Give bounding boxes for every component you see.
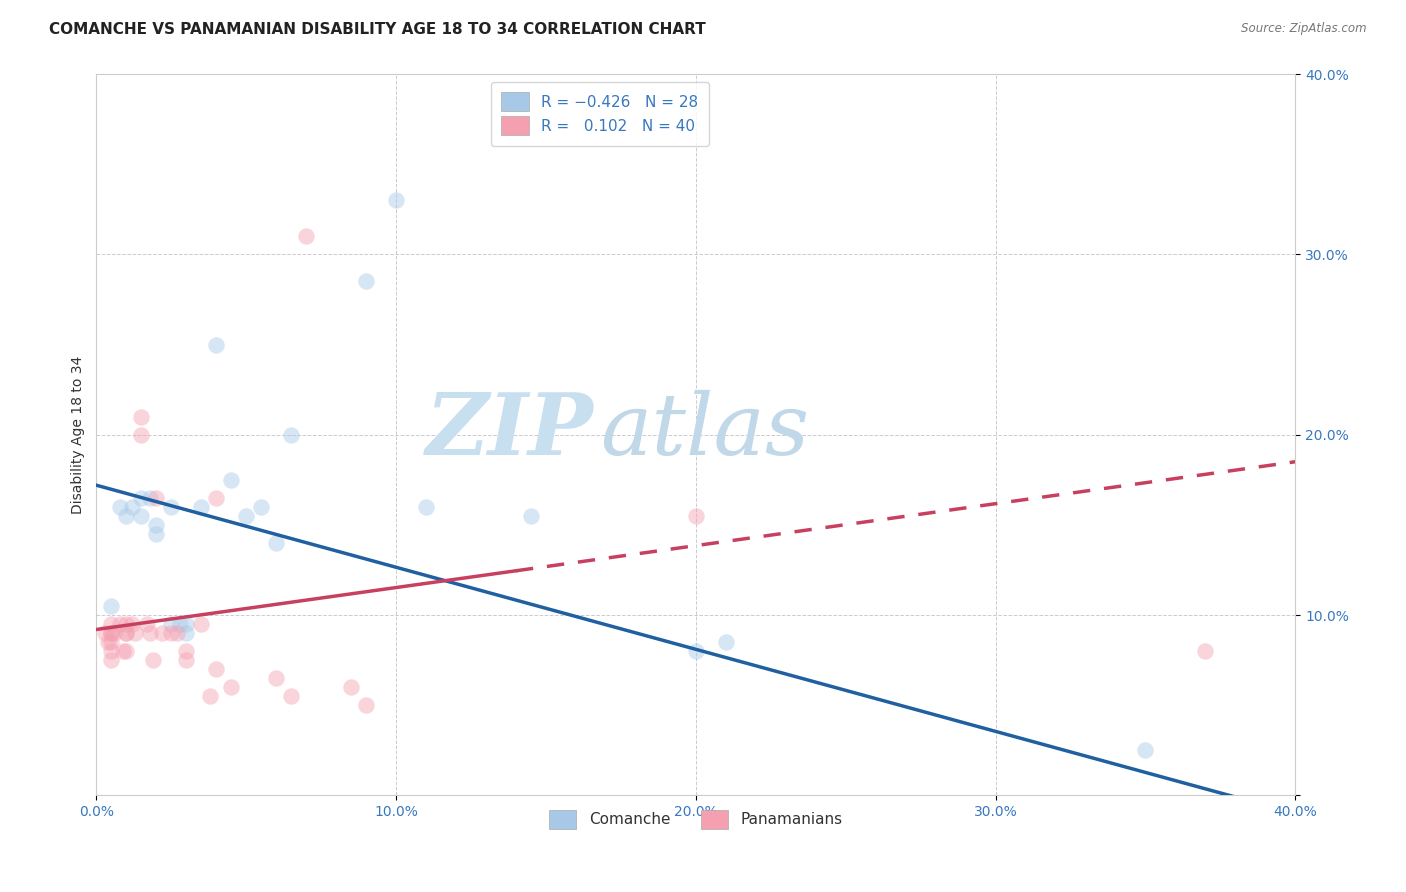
Point <box>685 508 707 523</box>
Point <box>205 662 228 676</box>
Point <box>714 635 737 649</box>
Point <box>142 653 165 667</box>
Text: ZIP: ZIP <box>426 389 593 473</box>
Text: COMANCHE VS PANAMANIAN DISABILITY AGE 18 TO 34 CORRELATION CHART: COMANCHE VS PANAMANIAN DISABILITY AGE 18… <box>49 22 706 37</box>
Point <box>250 500 273 514</box>
Point <box>685 644 707 658</box>
Point <box>112 644 135 658</box>
Point <box>94 626 117 640</box>
Point <box>145 491 167 505</box>
Point <box>121 617 143 632</box>
Point <box>415 500 437 514</box>
Point <box>100 617 122 632</box>
Point <box>145 517 167 532</box>
Point <box>115 508 138 523</box>
Point <box>174 653 197 667</box>
Y-axis label: Disability Age 18 to 34: Disability Age 18 to 34 <box>72 356 86 514</box>
Point <box>205 337 228 351</box>
Point <box>235 508 257 523</box>
Point <box>160 617 183 632</box>
Point <box>100 653 122 667</box>
Point <box>115 644 138 658</box>
Point <box>1135 743 1157 757</box>
Point <box>150 626 173 640</box>
Point <box>139 491 162 505</box>
Point <box>354 274 377 288</box>
Point <box>264 671 287 685</box>
Point <box>340 680 363 694</box>
Point <box>174 617 197 632</box>
Point <box>520 508 543 523</box>
Point <box>115 626 138 640</box>
Point <box>115 626 138 640</box>
Text: atlas: atlas <box>600 390 808 473</box>
Point <box>136 617 159 632</box>
Point <box>131 427 153 442</box>
Point <box>169 617 191 632</box>
Point <box>1194 644 1216 658</box>
Point <box>160 500 183 514</box>
Point <box>160 626 183 640</box>
Point <box>139 626 162 640</box>
Point <box>385 194 408 208</box>
Point <box>110 500 132 514</box>
Point <box>264 536 287 550</box>
Point <box>97 635 120 649</box>
Point <box>280 427 302 442</box>
Point <box>295 229 318 244</box>
Point <box>100 635 122 649</box>
Point <box>100 599 122 613</box>
Point <box>145 527 167 541</box>
Point <box>115 617 138 632</box>
Point <box>110 617 132 632</box>
Point <box>166 626 188 640</box>
Text: Source: ZipAtlas.com: Source: ZipAtlas.com <box>1241 22 1367 36</box>
Point <box>103 626 125 640</box>
Point <box>121 500 143 514</box>
Point <box>200 689 222 703</box>
Point <box>190 617 212 632</box>
Point <box>100 644 122 658</box>
Point <box>131 491 153 505</box>
Point <box>131 508 153 523</box>
Legend: Comanche, Panamanians: Comanche, Panamanians <box>543 804 849 835</box>
Point <box>219 680 242 694</box>
Point <box>124 626 146 640</box>
Point <box>205 491 228 505</box>
Point <box>100 626 122 640</box>
Point <box>190 500 212 514</box>
Point <box>280 689 302 703</box>
Point <box>131 409 153 424</box>
Point <box>174 626 197 640</box>
Point <box>100 626 122 640</box>
Point <box>174 644 197 658</box>
Point <box>219 473 242 487</box>
Point <box>354 698 377 713</box>
